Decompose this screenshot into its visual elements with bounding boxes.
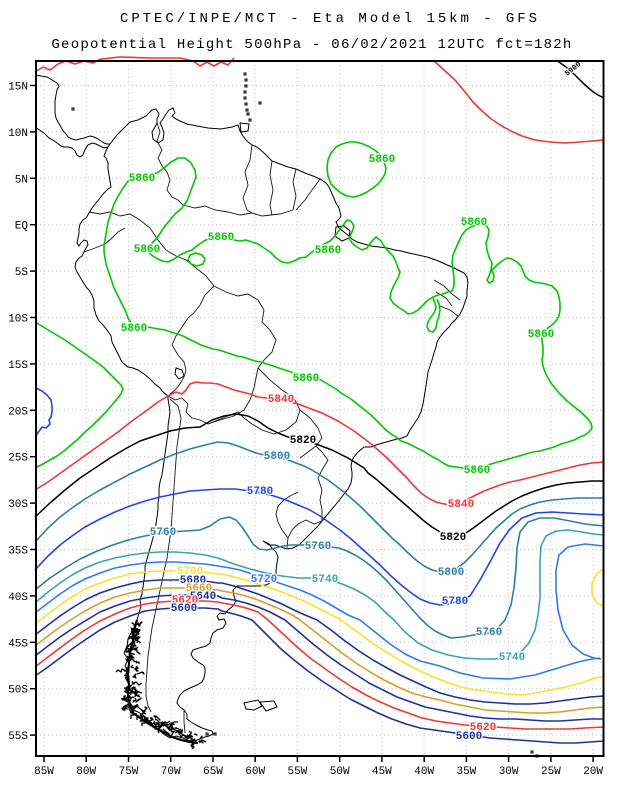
svg-text:45W: 45W [372,766,392,778]
svg-text:15N: 15N [8,82,28,94]
svg-text:5640: 5640 [190,591,216,603]
svg-text:20S: 20S [8,406,28,418]
svg-text:5600: 5600 [456,731,482,743]
svg-text:10N: 10N [8,128,28,140]
svg-text:5860: 5860 [129,173,155,185]
svg-text:25S: 25S [8,453,28,465]
svg-text:Geopotential Height 500hPa - 0: Geopotential Height 500hPa - 06/02/2021 … [51,37,572,53]
svg-text:5860: 5860 [134,244,160,256]
svg-text:5800: 5800 [264,451,290,463]
svg-text:5840: 5840 [448,499,474,511]
svg-text:5660: 5660 [186,583,212,595]
svg-text:50W: 50W [330,766,350,778]
svg-text:5860: 5860 [121,323,147,335]
svg-text:5620: 5620 [172,595,198,607]
svg-text:15S: 15S [8,360,28,372]
svg-text:30S: 30S [8,499,28,511]
svg-text:5860: 5860 [315,245,341,257]
svg-text:5760: 5760 [305,541,331,553]
svg-text:35S: 35S [8,546,28,558]
svg-text:5680: 5680 [180,575,206,587]
svg-text:85W: 85W [34,766,54,778]
svg-text:5620: 5620 [470,722,496,734]
svg-text:70W: 70W [161,766,181,778]
svg-text:5600: 5600 [171,603,197,615]
svg-text:5S: 5S [15,267,29,279]
svg-text:5700: 5700 [177,566,203,578]
svg-text:CPTEC/INPE/MCT - Eta Model 15: CPTEC/INPE/MCT - Eta Model 15km - GFS [120,11,540,27]
svg-text:5780: 5780 [247,486,273,498]
svg-text:5780: 5780 [442,596,468,608]
svg-text:5860: 5860 [293,373,319,385]
svg-text:60W: 60W [245,766,265,778]
svg-text:35W: 35W [456,766,476,778]
svg-text:5820: 5820 [440,532,466,544]
svg-text:25W: 25W [541,766,561,778]
svg-text:5N: 5N [15,174,28,186]
svg-text:55S: 55S [8,731,28,743]
svg-text:80W: 80W [76,766,96,778]
svg-text:5820: 5820 [290,435,316,447]
svg-text:5840: 5840 [268,394,294,406]
svg-text:5900: 5900 [564,61,584,79]
svg-text:20W: 20W [583,766,603,778]
svg-text:5760: 5760 [150,527,176,539]
svg-text:5860: 5860 [208,232,234,244]
svg-text:5740: 5740 [499,652,525,664]
svg-text:5860: 5860 [369,154,395,166]
svg-text:5800: 5800 [438,567,464,579]
svg-text:45S: 45S [8,638,28,650]
svg-text:5720: 5720 [251,574,277,586]
svg-text:10S: 10S [8,314,28,326]
svg-text:5860: 5860 [461,217,487,229]
svg-text:40S: 40S [8,592,28,604]
svg-text:5760: 5760 [476,627,502,639]
svg-text:50S: 50S [8,685,28,697]
svg-text:5740: 5740 [312,574,338,586]
svg-text:40W: 40W [414,766,434,778]
svg-text:EQ: EQ [15,221,29,233]
svg-text:55W: 55W [287,766,307,778]
svg-text:65W: 65W [203,766,223,778]
svg-text:5860: 5860 [464,465,490,477]
svg-text:75W: 75W [119,766,139,778]
svg-text:30W: 30W [499,766,519,778]
svg-text:5860: 5860 [528,329,554,341]
